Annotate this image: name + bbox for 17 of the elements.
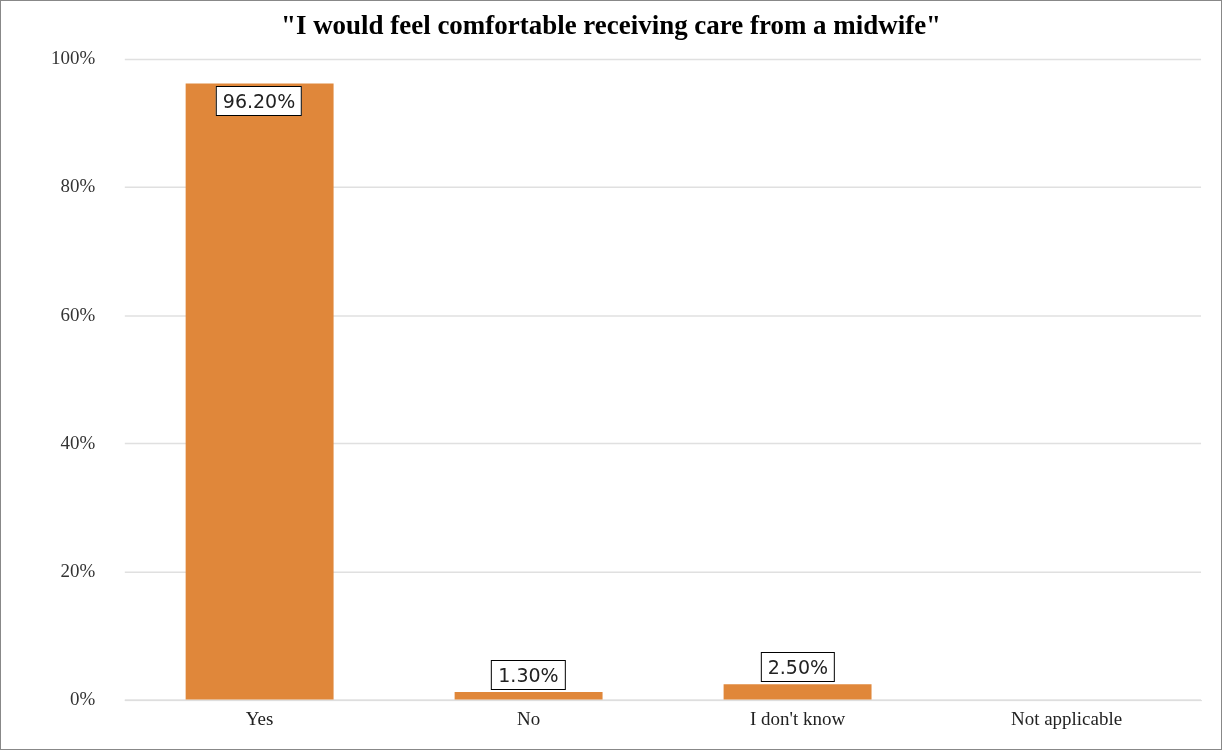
bar xyxy=(185,83,334,700)
y-tick-label: 100% xyxy=(50,47,96,69)
x-tick-label: I don't know xyxy=(750,707,846,729)
x-tick-label: Not applicable xyxy=(1011,707,1123,729)
bar xyxy=(454,692,603,700)
x-tick-label: Yes xyxy=(245,707,274,729)
y-tick-label: 80% xyxy=(60,175,96,197)
data-label: 2.50% xyxy=(760,652,836,683)
data-label: 1.30% xyxy=(491,659,566,690)
y-tick-label: 20% xyxy=(60,560,96,582)
chart-title: "I would feel comfortable receiving care from a midwife" xyxy=(280,10,942,41)
y-tick-label: 60% xyxy=(60,303,96,325)
bar xyxy=(723,684,872,700)
data-label: 96.20% xyxy=(215,85,303,116)
y-tick-label: 0% xyxy=(69,688,96,710)
y-tick-label: 40% xyxy=(60,431,96,453)
x-tick-label: No xyxy=(517,707,541,729)
